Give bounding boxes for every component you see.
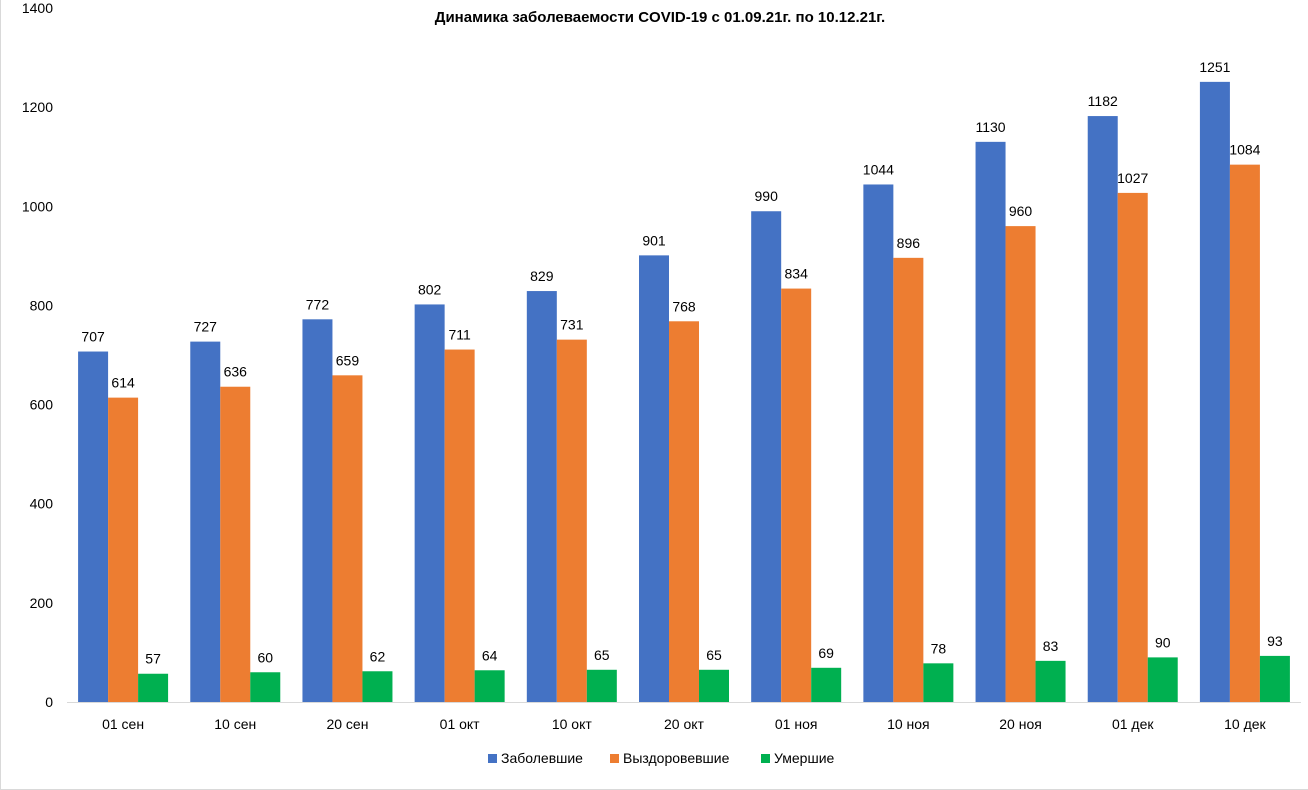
y-tick-label: 1400: [22, 0, 53, 16]
bar-died: [811, 667, 842, 702]
data-label: 1182: [1088, 93, 1118, 109]
bar-died: [1259, 655, 1290, 702]
y-tick-label: 200: [30, 595, 54, 611]
legend: Заболевшие Выздоровевшие Умершие: [488, 750, 835, 766]
data-label: 711: [448, 327, 471, 343]
data-label: 636: [224, 364, 248, 380]
y-tick-label: 1200: [22, 99, 53, 115]
data-label: 1084: [1229, 142, 1260, 158]
bar-died: [699, 669, 729, 702]
data-label: 1044: [863, 161, 894, 177]
legend-label: Заболевшие: [501, 750, 583, 766]
bar-died: [1147, 657, 1178, 702]
data-label: 659: [336, 352, 360, 368]
data-label: 960: [1009, 203, 1033, 219]
bar-died: [250, 672, 281, 702]
x-tick-label: 10 дек: [1224, 716, 1266, 732]
bar-recovered: [220, 386, 251, 702]
data-label: 57: [145, 651, 161, 667]
bar-sick: [302, 319, 333, 702]
data-label: 896: [897, 235, 921, 251]
data-label: 990: [755, 188, 779, 204]
y-tick-label: 600: [30, 397, 54, 413]
data-label: 727: [194, 319, 218, 335]
legend-label: Выздоровевшие: [623, 750, 730, 766]
x-tick-label: 20 сен: [326, 716, 368, 732]
data-labels: 707 614 57 727 636 60 772 659 62 802 711 64 829 731 65…: [81, 59, 1282, 667]
bar-sick: [863, 184, 894, 702]
bar-recovered: [108, 397, 139, 702]
bar-recovered: [781, 288, 812, 702]
legend-swatch: [488, 754, 497, 763]
bar-sick: [414, 304, 445, 702]
y-tick-label: 800: [30, 297, 54, 313]
bar-recovered: [556, 339, 587, 702]
data-label: 65: [706, 647, 722, 663]
chart-title: Динамика заболеваемости COVID-19 с 01.09…: [435, 9, 885, 26]
data-label: 772: [306, 296, 330, 312]
data-label: 60: [257, 649, 273, 665]
y-tick-label: 1000: [22, 198, 53, 214]
data-label: 768: [672, 298, 696, 314]
bar-sick: [639, 255, 669, 702]
x-tick-label: 01 сен: [102, 716, 144, 732]
x-tick-label: 01 окт: [440, 716, 481, 732]
bar-recovered: [1005, 226, 1036, 702]
bar-sick: [78, 351, 109, 702]
x-tick-label: 01 дек: [1112, 716, 1154, 732]
data-label: 731: [560, 317, 584, 333]
bar-died: [1035, 660, 1066, 702]
y-tick-label: 0: [45, 694, 53, 710]
data-label: 65: [594, 647, 610, 663]
data-label: 62: [370, 648, 386, 664]
bar-sick: [975, 141, 1006, 703]
x-tick-label: 01 ноя: [775, 716, 818, 732]
data-label: 834: [785, 266, 809, 282]
bar-recovered: [444, 349, 475, 702]
data-label: 614: [111, 375, 135, 391]
x-tick-label: 20 ноя: [999, 716, 1042, 732]
data-label: 1027: [1117, 170, 1148, 186]
data-label: 1130: [975, 119, 1005, 135]
bar-died: [586, 669, 617, 702]
y-axis: 0 200 400 600 800 1000 1200 1400: [22, 0, 53, 710]
data-label: 829: [530, 268, 554, 284]
data-label: 901: [642, 232, 666, 248]
bar-sick: [190, 341, 221, 702]
legend-label: Умершие: [774, 750, 835, 766]
x-tick-label: 10 сен: [214, 716, 256, 732]
data-label: 83: [1043, 638, 1059, 654]
bar-recovered: [1229, 164, 1260, 702]
data-label: 69: [818, 645, 834, 661]
y-tick-label: 400: [30, 496, 54, 512]
bar-recovered: [332, 375, 363, 702]
bar-died: [362, 671, 393, 702]
bar-recovered: [669, 321, 699, 702]
data-label: 93: [1267, 633, 1283, 649]
bar-sick: [1087, 116, 1118, 702]
legend-swatch: [761, 754, 770, 763]
x-tick-label: 10 окт: [552, 716, 593, 732]
data-label: 64: [482, 647, 498, 663]
bar-died: [923, 663, 954, 702]
bar-died: [138, 673, 169, 702]
x-tick-label: 10 ноя: [887, 716, 930, 732]
data-label: 1251: [1199, 59, 1230, 75]
x-tick-label: 20 окт: [664, 716, 705, 732]
bar-sick: [751, 211, 782, 702]
bar-recovered: [1117, 192, 1148, 702]
x-axis: 01 сен 10 сен 20 сен 01 окт 10 окт 20 окт 01 н…: [67, 702, 1301, 732]
bar-sick: [526, 291, 557, 702]
bar-recovered: [893, 257, 924, 702]
legend-swatch: [610, 754, 619, 763]
data-label: 90: [1155, 634, 1171, 650]
bars: [78, 81, 1290, 703]
bar-sick: [1199, 81, 1230, 702]
data-label: 78: [931, 640, 947, 656]
bar-died: [474, 670, 505, 702]
data-label: 802: [418, 281, 442, 297]
data-label: 707: [81, 329, 105, 345]
